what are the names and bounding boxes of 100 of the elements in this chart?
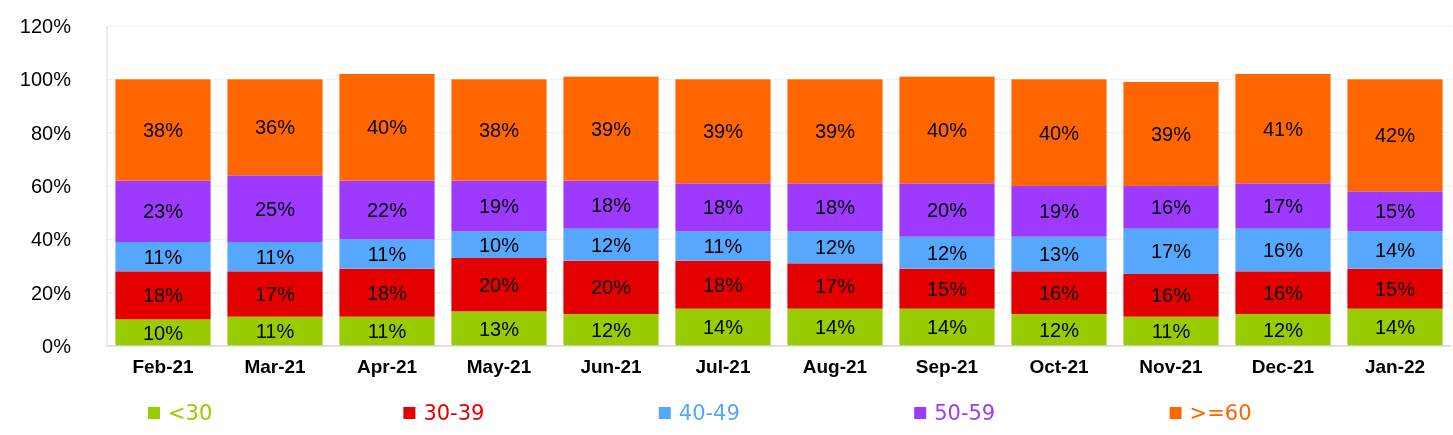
bar xyxy=(115,242,211,272)
bar xyxy=(1347,79,1443,192)
data-label: 12% xyxy=(1038,319,1080,341)
bar xyxy=(227,175,323,242)
data-label: 39% xyxy=(590,117,632,140)
data-label: 12% xyxy=(590,319,632,341)
data-label: 11% xyxy=(255,320,295,343)
bar xyxy=(675,260,771,309)
data-label: 16% xyxy=(1262,281,1304,304)
bar xyxy=(451,311,547,346)
bar xyxy=(1011,271,1107,314)
data-label: 42% xyxy=(1374,124,1416,147)
legend-label: 50-59 xyxy=(934,401,996,425)
bar xyxy=(787,263,883,309)
data-label: 13% xyxy=(478,317,520,340)
data-label: 16% xyxy=(1038,281,1080,304)
x-tick-label: Mar-21 xyxy=(244,355,307,377)
x-tick-label: Jan-22 xyxy=(1364,355,1426,377)
data-label: 16% xyxy=(1150,284,1192,307)
bar xyxy=(1235,74,1331,184)
bar xyxy=(339,239,435,269)
y-tick-label: 100% xyxy=(19,68,72,91)
data-label: 14% xyxy=(814,316,856,339)
bar xyxy=(115,271,211,320)
data-label: 40% xyxy=(926,119,968,141)
data-label: 10% xyxy=(142,321,184,344)
bar xyxy=(1235,271,1331,314)
data-label: 14% xyxy=(1374,239,1416,261)
bar xyxy=(563,180,659,229)
bar xyxy=(1011,236,1107,272)
data-label: 19% xyxy=(1038,200,1080,223)
data-label: 11% xyxy=(143,245,183,268)
data-label: 20% xyxy=(590,276,632,299)
bar xyxy=(899,308,995,346)
data-label: 18% xyxy=(142,284,184,307)
data-label: 39% xyxy=(1150,123,1192,145)
data-label: 38% xyxy=(478,119,520,141)
data-label: 36% xyxy=(254,116,296,139)
bar xyxy=(339,74,435,181)
data-label: 14% xyxy=(926,316,968,339)
data-label: 12% xyxy=(814,236,856,259)
data-label: 41% xyxy=(1262,117,1304,140)
bar xyxy=(1347,231,1443,269)
data-label: 19% xyxy=(478,195,520,217)
bar xyxy=(1347,268,1443,309)
data-label: 39% xyxy=(702,120,744,143)
bar xyxy=(899,236,995,269)
x-tick-label: Feb-21 xyxy=(132,355,195,377)
data-label: 12% xyxy=(926,241,968,264)
bar xyxy=(339,180,435,240)
data-label: 18% xyxy=(814,196,856,219)
data-label: 22% xyxy=(366,199,408,221)
y-tick-label: 40% xyxy=(30,228,72,251)
bar xyxy=(1123,186,1219,229)
bar xyxy=(675,183,771,232)
data-label: 18% xyxy=(702,273,744,296)
data-label: 11% xyxy=(367,320,407,343)
data-label: 17% xyxy=(1150,240,1192,263)
data-label: 15% xyxy=(926,277,968,300)
data-label: 17% xyxy=(254,283,296,305)
bar xyxy=(1347,308,1443,346)
data-label: 16% xyxy=(1262,239,1304,261)
bar xyxy=(115,180,211,242)
data-label: 16% xyxy=(1150,196,1192,219)
x-tick-label: Jul-21 xyxy=(695,355,751,377)
bar xyxy=(1011,79,1107,186)
legend-label: <30 xyxy=(168,401,213,425)
x-tick-label: Apr-21 xyxy=(356,355,418,377)
bar xyxy=(1123,228,1219,274)
bar xyxy=(675,308,771,346)
x-tick-label: Aug-21 xyxy=(802,355,868,377)
bar xyxy=(1011,186,1107,237)
data-label: 13% xyxy=(1038,243,1080,265)
legend-label: >=60 xyxy=(1189,401,1252,425)
data-label: 12% xyxy=(1262,319,1304,341)
bar xyxy=(899,268,995,309)
data-label: 20% xyxy=(478,273,520,296)
data-label: 23% xyxy=(142,200,184,223)
bar xyxy=(787,183,883,232)
legend-label: 30-39 xyxy=(423,401,485,425)
bar xyxy=(451,258,547,312)
bar xyxy=(675,79,771,184)
bar xyxy=(115,79,211,181)
bar xyxy=(787,308,883,346)
data-label: 14% xyxy=(702,316,744,339)
data-label: 40% xyxy=(1038,121,1080,144)
bar xyxy=(675,231,771,261)
data-label: 15% xyxy=(1374,277,1416,300)
data-label: 18% xyxy=(702,196,744,219)
bar xyxy=(1123,274,1219,317)
bar xyxy=(1235,228,1331,272)
bar xyxy=(787,231,883,264)
data-label: 14% xyxy=(1374,316,1416,339)
data-label: 15% xyxy=(1374,200,1416,223)
data-label: 20% xyxy=(926,199,968,221)
bar xyxy=(563,228,659,261)
bar xyxy=(563,260,659,314)
bar xyxy=(563,76,659,181)
bar xyxy=(227,79,323,176)
data-label: 18% xyxy=(590,193,632,216)
